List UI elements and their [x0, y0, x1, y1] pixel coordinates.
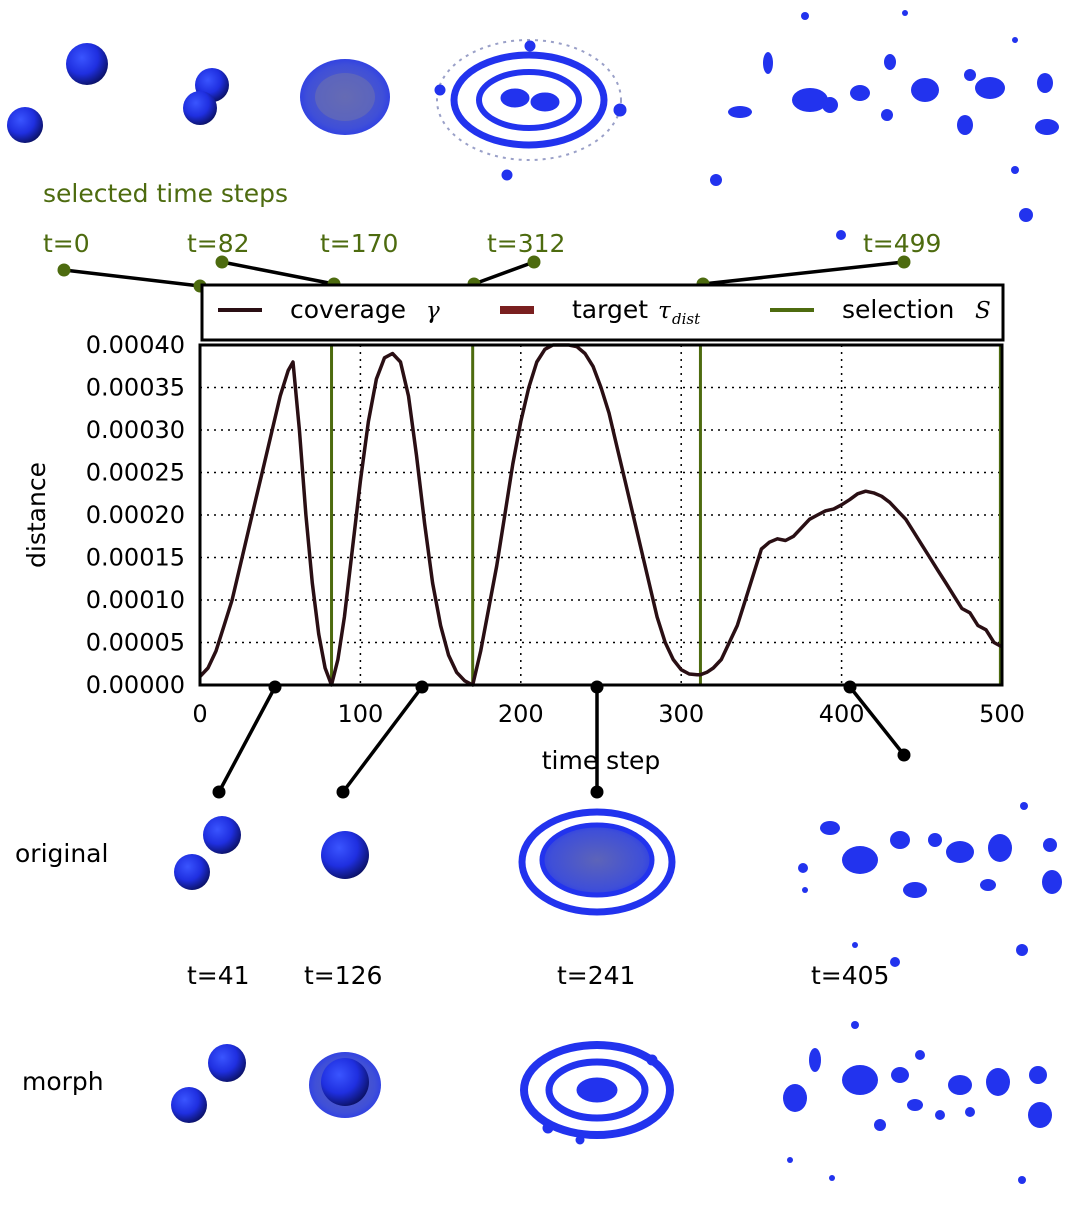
snapshot-t312	[434, 39, 627, 181]
x-tick-labels: 0 100 200 300 400 500	[192, 700, 1025, 728]
coverage-line	[198, 343, 1003, 687]
legend: coverage γ target τ dist selection S	[200, 283, 1005, 342]
sample-labels: t=41 t=126 t=241 t=405	[187, 961, 889, 990]
selected-labels: t=0 t=82 t=170 t=312 t=499	[43, 229, 941, 258]
original-t241	[518, 808, 676, 916]
selected-label-t312: t=312	[487, 229, 565, 258]
y-tick-label: 0.00010	[86, 586, 185, 614]
y-tick-label: 0.00030	[86, 416, 185, 444]
x-tick-label: 0	[192, 700, 207, 728]
original-snapshots	[174, 802, 1062, 967]
bottom-connectors	[217, 685, 906, 794]
selected-label-t0: t=0	[43, 229, 90, 258]
snapshot-t0	[7, 43, 108, 143]
x-tick-label: 100	[337, 700, 383, 728]
original-t41	[174, 816, 241, 890]
sample-label-t405: t=405	[811, 961, 889, 990]
legend-coverage-symbol: γ	[426, 298, 440, 324]
y-tick-labels: 0.00000 0.00005 0.00010 0.00015 0.00020 0.000…	[86, 331, 185, 699]
selected-time-steps-header: selected time steps	[43, 179, 288, 208]
legend-selection-symbol: S	[975, 298, 991, 324]
y-tick-label: 0.00020	[86, 501, 185, 529]
original-t405	[798, 802, 1062, 967]
x-tick-label: 500	[979, 700, 1025, 728]
legend-target-symbol: τ	[658, 298, 672, 324]
sample-label-t241: t=241	[557, 961, 635, 990]
morph-t126	[309, 1052, 381, 1118]
y-axis-title: distance	[22, 462, 51, 568]
y-tick-label: 0.00005	[86, 629, 185, 657]
top-connectors	[63, 260, 905, 288]
y-tick-label: 0.00025	[86, 459, 185, 487]
sample-label-t126: t=126	[304, 961, 382, 990]
y-tick-label: 0.00015	[86, 544, 185, 572]
plot-area: 0.00000 0.00005 0.00010 0.00015 0.00020 0.000…	[86, 331, 1025, 728]
sample-label-t41: t=41	[187, 961, 250, 990]
snapshot-t170	[300, 59, 390, 135]
selected-label-t499: t=499	[863, 229, 941, 258]
x-tick-label: 400	[819, 700, 865, 728]
selected-label-t170: t=170	[320, 229, 398, 258]
morph-t405	[783, 1021, 1052, 1184]
x-tick-label: 300	[658, 700, 704, 728]
row-label-original: original	[15, 839, 108, 868]
original-t126	[321, 831, 369, 879]
legend-coverage-label: coverage	[290, 295, 406, 324]
x-axis-title: time step	[542, 746, 661, 775]
legend-target-subscript: dist	[672, 310, 701, 328]
y-tick-label: 0.00035	[86, 374, 185, 402]
morph-snapshots	[171, 1021, 1052, 1184]
x-tick-label: 200	[498, 700, 544, 728]
y-tick-label: 0.00040	[86, 331, 185, 359]
snapshot-t82	[183, 68, 229, 125]
morph-t41	[171, 1044, 246, 1123]
top-snapshots	[7, 10, 1059, 240]
bottom-connector-dots	[212, 680, 911, 799]
y-tick-label: 0.00000	[86, 671, 185, 699]
legend-selection-label: selection	[842, 295, 954, 324]
selected-label-t82: t=82	[187, 229, 250, 258]
row-label-morph: morph	[22, 1067, 104, 1096]
snapshot-t499	[710, 10, 1059, 240]
legend-target-label: target	[572, 295, 648, 324]
grid	[200, 345, 1002, 685]
morph-t241	[520, 1041, 674, 1145]
